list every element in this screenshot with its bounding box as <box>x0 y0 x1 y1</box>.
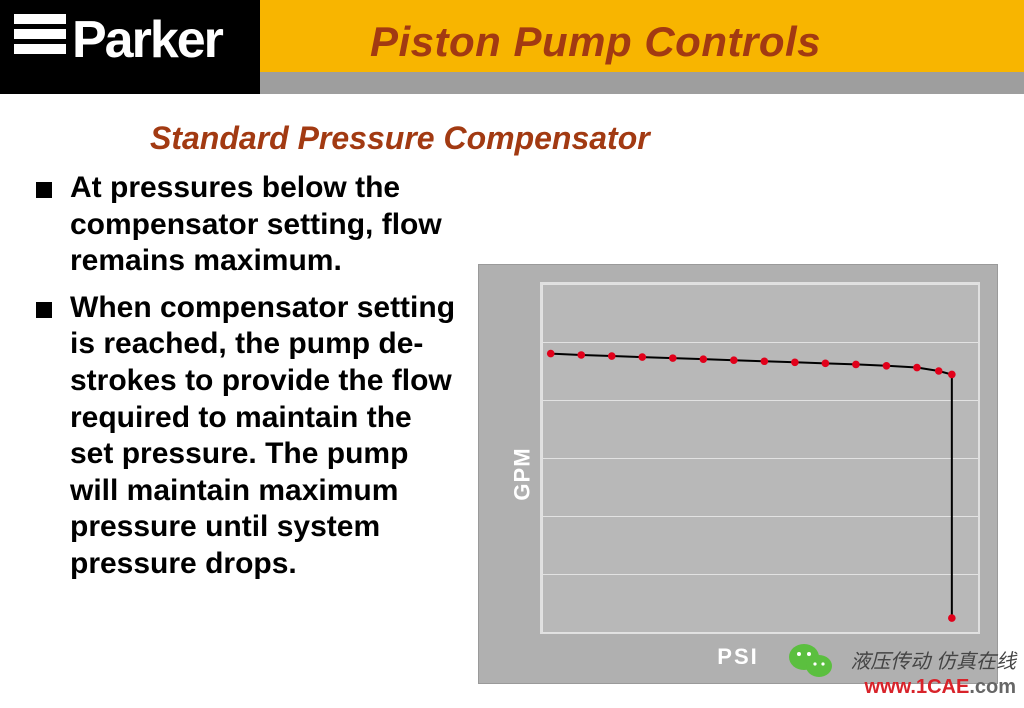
chart-series-line <box>551 354 952 618</box>
chart-marker <box>791 359 799 367</box>
chart-svg <box>542 284 978 632</box>
chart-y-label: GPM <box>510 447 536 500</box>
list-item: At pressures below the compensator setti… <box>30 170 460 280</box>
parker-logo: Parker <box>14 10 222 70</box>
footer-line1: 液压传动 仿真在线 <box>850 650 1016 675</box>
chart-marker <box>852 361 860 369</box>
chart-marker <box>935 367 943 375</box>
footer-url-suffix: .com <box>969 676 1016 698</box>
chart-marker <box>948 371 956 379</box>
list-item: When compensator setting is reached, the… <box>30 290 460 583</box>
chart-marker <box>547 350 555 358</box>
footer-url-red: www.1CAE <box>864 676 969 698</box>
chart-marker <box>948 614 956 622</box>
chart-marker <box>883 362 891 370</box>
bullet-list: At pressures below the compensator setti… <box>30 170 460 593</box>
chart-marker <box>822 360 830 368</box>
chart-marker <box>730 356 738 364</box>
slide-subtitle: Standard Pressure Compensator <box>150 120 650 157</box>
slide-header: Parker Piston Pump Controls <box>0 0 1024 94</box>
wechat-icon <box>788 641 834 686</box>
chart-marker <box>761 357 769 365</box>
chart-marker <box>700 355 708 363</box>
chart-grid-h <box>542 632 978 633</box>
chart-marker <box>577 351 585 359</box>
footer-overlay: 液压传动 仿真在线 www.1CAE.com <box>850 650 1016 700</box>
chart-plot-area <box>540 282 980 634</box>
chart-marker <box>669 354 677 362</box>
pressure-flow-chart: GPM PSI <box>478 264 998 684</box>
parker-logo-text: Parker <box>72 10 222 70</box>
parker-logo-bars <box>14 14 66 54</box>
chart-marker <box>608 352 616 360</box>
footer-url: www.1CAE.com <box>850 675 1016 700</box>
chart-marker <box>913 364 921 372</box>
chart-marker <box>638 353 646 361</box>
slide-title: Piston Pump Controls <box>370 18 821 66</box>
